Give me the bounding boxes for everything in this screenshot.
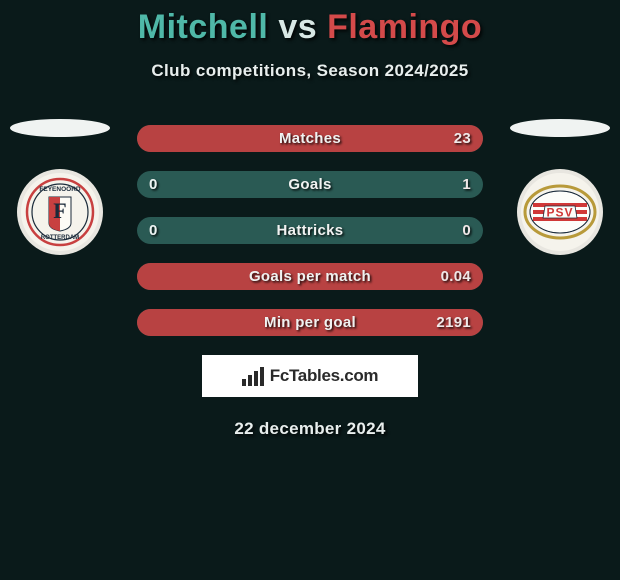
stat-row: 0Hattricks0: [137, 217, 483, 244]
comparison-content: FEYENOORD ROTTERDAM F PSV Matches230Goal…: [0, 125, 620, 439]
player1-badge-column: FEYENOORD ROTTERDAM F: [0, 119, 120, 255]
stat-value-right: 1: [462, 171, 471, 198]
svg-text:FEYENOORD: FEYENOORD: [39, 186, 80, 193]
feyenoord-crest-icon: FEYENOORD ROTTERDAM F: [25, 177, 95, 247]
brand-box: FcTables.com: [202, 355, 418, 397]
page-title: Mitchell vs Flamingo: [0, 8, 620, 47]
stat-row: Matches23: [137, 125, 483, 152]
player2-name: Flamingo: [327, 8, 482, 46]
stat-label: Matches: [137, 125, 483, 152]
svg-text:PSV: PSV: [546, 206, 573, 220]
stat-value-right: 2191: [436, 309, 471, 336]
player1-photo-placeholder: [10, 119, 110, 137]
stat-rows: Matches230Goals10Hattricks0Goals per mat…: [137, 125, 483, 336]
stat-label: Goals: [137, 171, 483, 198]
stat-value-right: 23: [454, 125, 471, 152]
stat-label: Min per goal: [137, 309, 483, 336]
stat-label: Hattricks: [137, 217, 483, 244]
subtitle: Club competitions, Season 2024/2025: [0, 61, 620, 81]
vs-label: vs: [278, 8, 317, 46]
player2-club-crest: PSV: [517, 169, 603, 255]
player1-name: Mitchell: [138, 8, 269, 46]
player2-photo-placeholder: [510, 119, 610, 137]
player2-badge-column: PSV: [500, 119, 620, 255]
stat-row: 0Goals1: [137, 171, 483, 198]
brand-chart-icon: [242, 367, 264, 386]
stat-value-right: 0: [462, 217, 471, 244]
svg-text:ROTTERDAM: ROTTERDAM: [41, 235, 79, 241]
player1-club-crest: FEYENOORD ROTTERDAM F: [17, 169, 103, 255]
svg-text:F: F: [53, 198, 66, 223]
header: Mitchell vs Flamingo Club competitions, …: [0, 0, 620, 81]
stat-label: Goals per match: [137, 263, 483, 290]
stat-row: Goals per match0.04: [137, 263, 483, 290]
stat-value-right: 0.04: [441, 263, 471, 290]
psv-crest-icon: PSV: [523, 175, 597, 249]
date-label: 22 december 2024: [0, 419, 620, 439]
stat-row: Min per goal2191: [137, 309, 483, 336]
brand-text: FcTables.com: [270, 366, 379, 386]
